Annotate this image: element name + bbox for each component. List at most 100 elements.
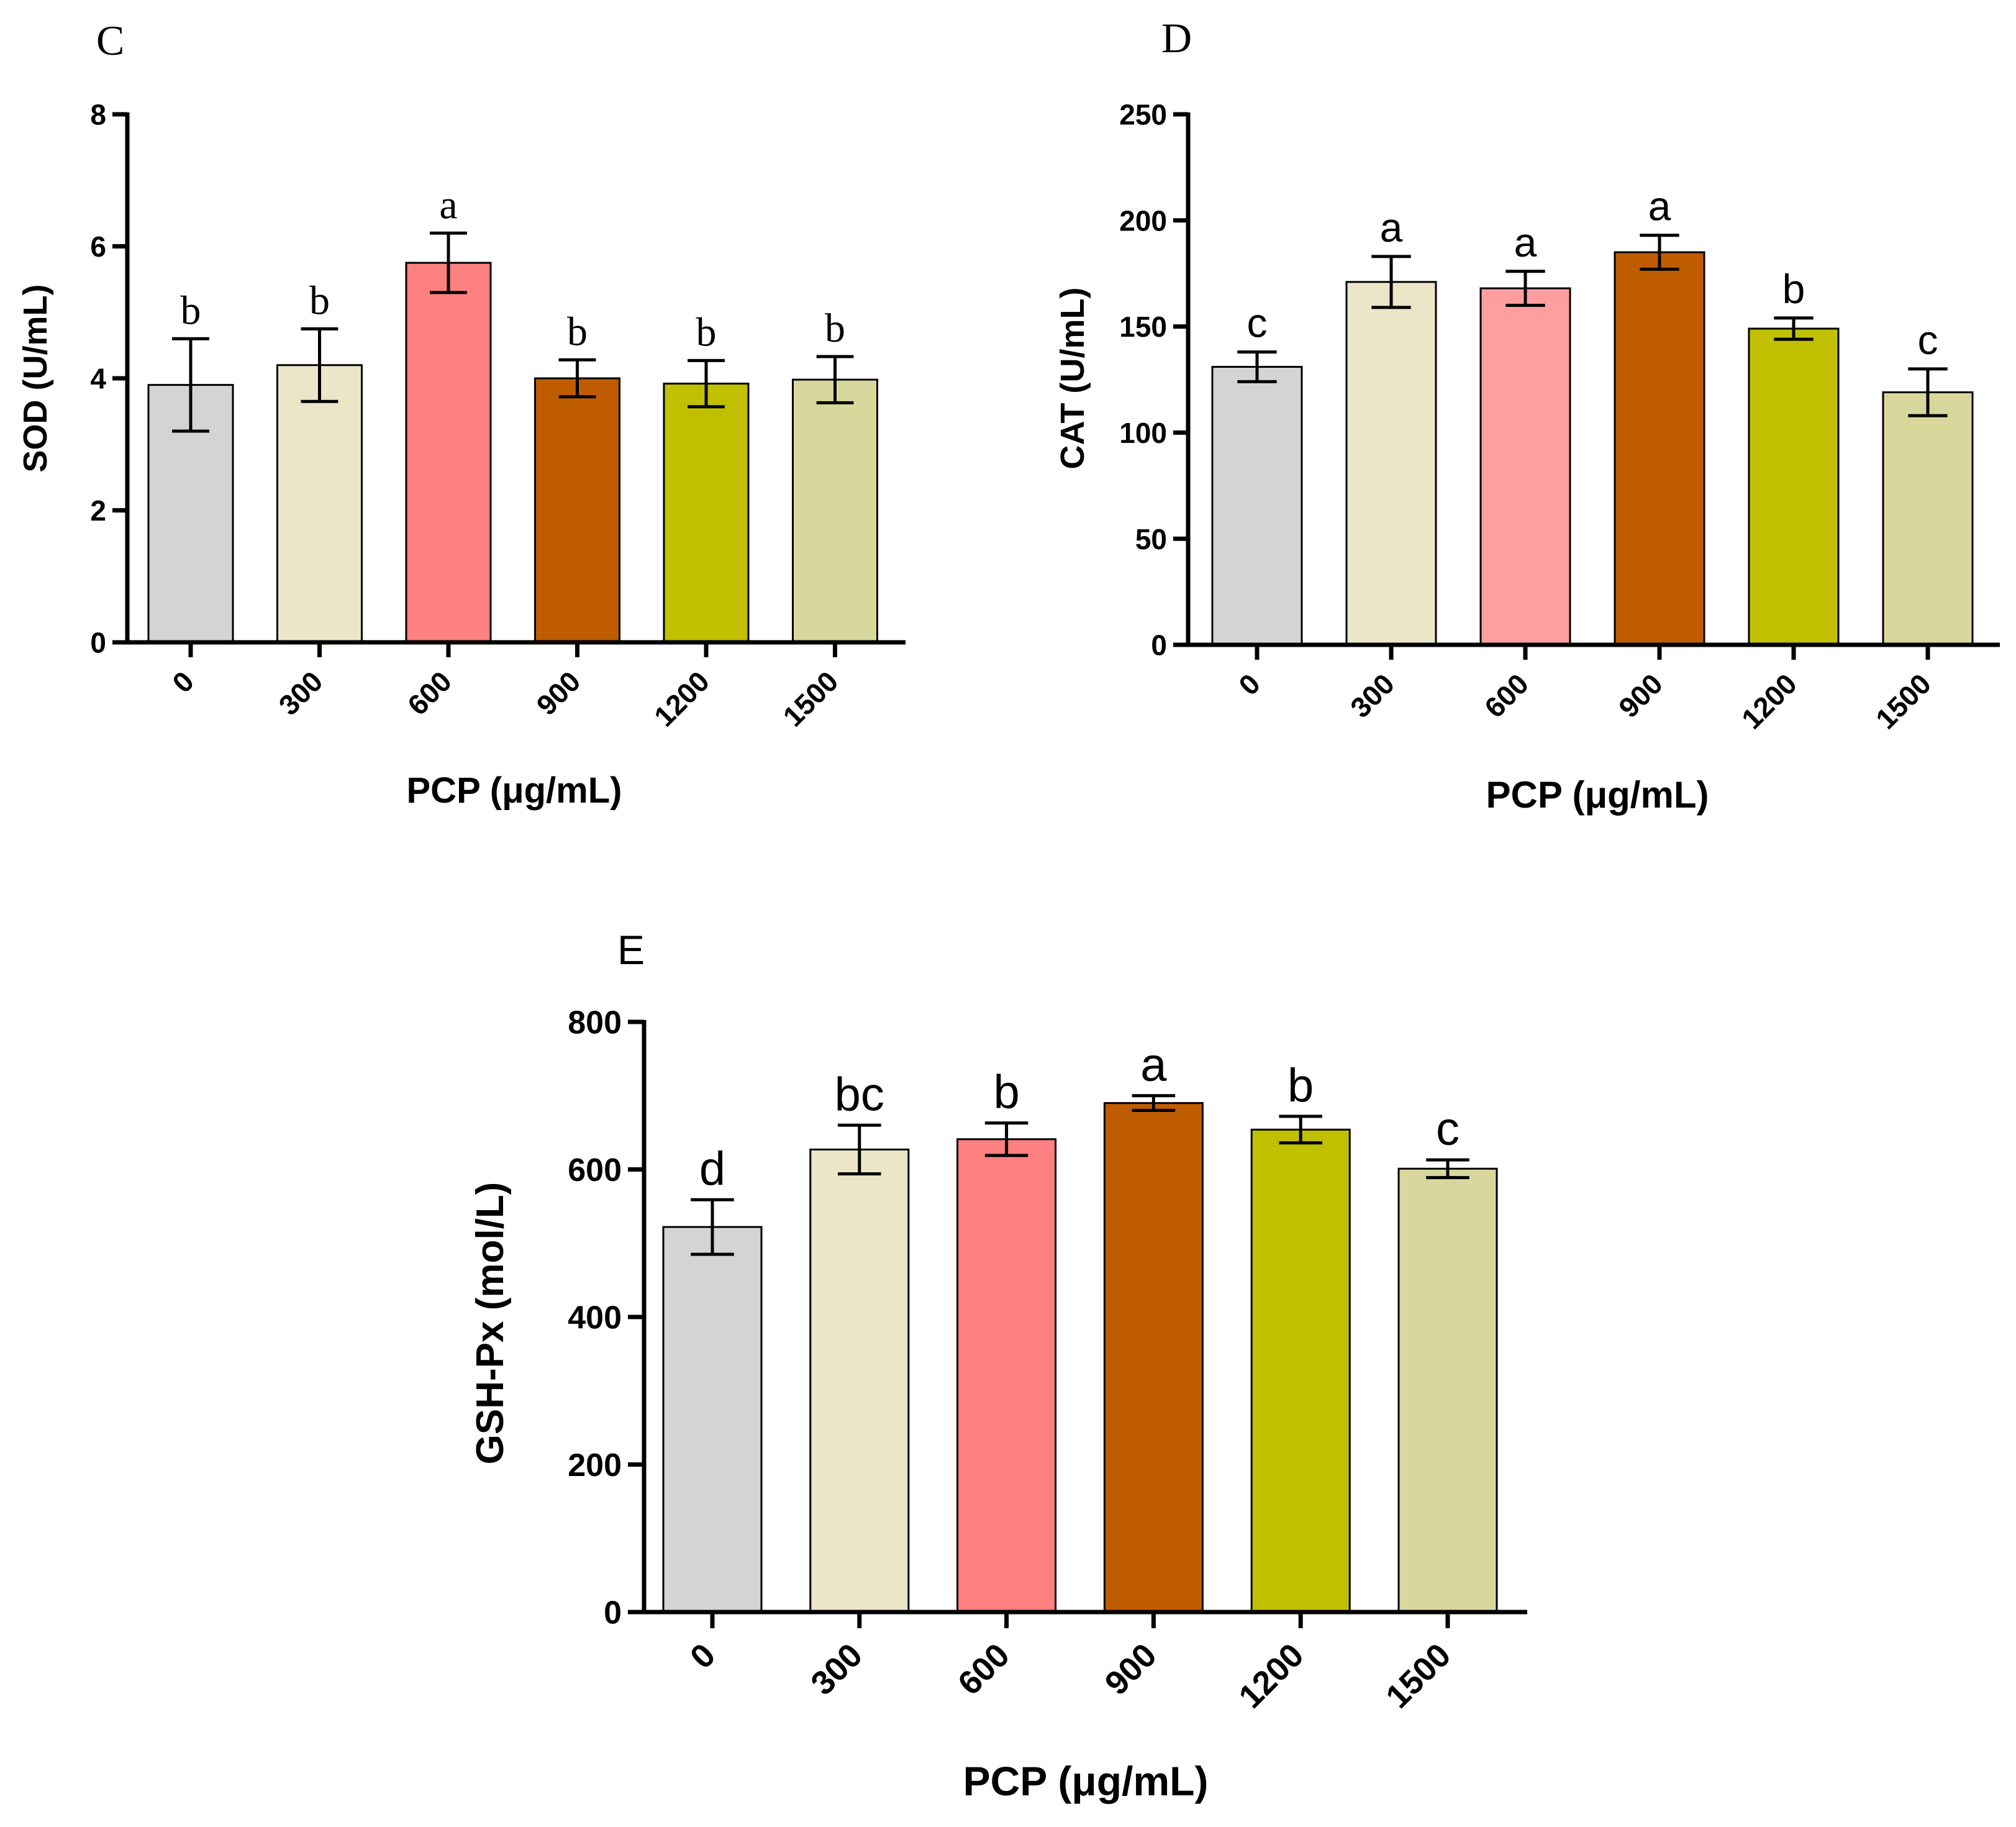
error-bar-600 — [430, 231, 467, 294]
bar-1200 — [1250, 1128, 1351, 1613]
y-tick-label: 2 — [90, 494, 106, 527]
y-tick-label: 6 — [90, 230, 106, 263]
bar-1200 — [1748, 327, 1840, 646]
chart-panel-C: Cb b a b b b 0 2 4 6 8 0 300 600 900 1200 1500 SOD (U/mL)… — [17, 17, 906, 811]
error-bar-900 — [1640, 234, 1679, 271]
y-tick-label: 200 — [568, 1447, 622, 1483]
x-tick-label-1200: 1200 — [1735, 667, 1803, 735]
y-tick-label: 4 — [90, 363, 106, 395]
significance-label-0: b — [181, 288, 201, 333]
x-axis-title: PCP (μg/mL) — [963, 1758, 1209, 1804]
significance-label-1500: c — [1436, 1103, 1460, 1155]
error-bar-0 — [172, 337, 209, 433]
significance-label-300: a — [1380, 204, 1403, 250]
bar-1200 — [663, 383, 750, 644]
x-tick-label-900: 900 — [530, 665, 587, 721]
significance-label-1500: c — [1918, 317, 1938, 363]
error-bar-1200 — [688, 358, 725, 409]
x-tick-label-1500: 1500 — [1869, 667, 1937, 735]
error-bar-1500 — [1908, 367, 1948, 417]
panel-label: D — [1161, 14, 1192, 62]
x-tick-label-1200: 1200 — [648, 665, 715, 732]
x-axis-title: PCP (μg/mL) — [1486, 774, 1709, 816]
x-axis-title: PCP (μg/mL) — [407, 770, 622, 811]
y-tick-label: 0 — [90, 627, 106, 659]
error-bar-900 — [1132, 1094, 1176, 1112]
y-tick-label: 800 — [568, 1005, 622, 1041]
panel-label: E — [617, 927, 645, 973]
x-tick-label-0: 0 — [1232, 667, 1266, 701]
error-bar-300 — [1371, 255, 1411, 309]
significance-label-900: a — [1140, 1039, 1167, 1091]
significance-label-900: b — [567, 309, 588, 354]
x-tick-label-300: 300 — [804, 1636, 870, 1702]
error-bar-1500 — [1426, 1158, 1469, 1180]
bar-600 — [405, 262, 492, 644]
y-axis-title: CAT (U/mL) — [1054, 288, 1091, 470]
panel-label: C — [96, 17, 124, 64]
error-bar-300 — [301, 327, 338, 403]
bar-0 — [662, 1226, 763, 1613]
x-tick-label-600: 600 — [1478, 667, 1535, 724]
y-tick-label: 400 — [568, 1300, 622, 1336]
y-tick-label: 50 — [1135, 523, 1167, 555]
error-bar-1500 — [816, 355, 854, 404]
x-tick-label-0: 0 — [683, 1636, 723, 1676]
error-bar-1200 — [1279, 1114, 1322, 1145]
bar-600 — [956, 1138, 1057, 1613]
significance-label-1200: b — [1287, 1059, 1314, 1112]
x-tick-label-900: 900 — [1098, 1636, 1164, 1702]
y-tick-label: 8 — [90, 99, 106, 131]
bar-300 — [276, 364, 363, 644]
x-tick-label-900: 900 — [1612, 667, 1669, 724]
x-tick-label-600: 600 — [951, 1636, 1017, 1702]
y-tick-label: 0 — [1151, 629, 1167, 662]
bar-1500 — [1882, 391, 1974, 646]
error-bar-1200 — [1774, 316, 1814, 341]
chart-panel-D: Dc a a a b c 0 50 100 150 200 250 0 300 600 900 1200 1500… — [1054, 14, 2000, 816]
error-bar-0 — [691, 1198, 734, 1256]
bar-900 — [1614, 251, 1705, 646]
bar-300 — [809, 1148, 910, 1613]
x-tick-label-1200: 1200 — [1232, 1636, 1310, 1715]
significance-label-300: b — [309, 278, 330, 323]
y-axis-title: SOD (U/mL) — [17, 285, 54, 473]
x-tick-label-300: 300 — [1344, 667, 1401, 724]
bar-1500 — [792, 378, 878, 644]
error-bar-600 — [984, 1121, 1028, 1157]
significance-label-900: a — [1648, 183, 1671, 229]
x-tick-label-1500: 1500 — [776, 665, 844, 732]
y-axis-title: GSH-Px (mol/L) — [469, 1182, 512, 1465]
x-tick-label-0: 0 — [166, 665, 200, 699]
y-tick-label: 600 — [568, 1152, 622, 1188]
bar-600 — [1479, 287, 1571, 646]
bar-300 — [1345, 281, 1437, 646]
significance-label-600: a — [439, 182, 457, 227]
y-tick-label: 0 — [604, 1595, 622, 1631]
x-tick-label-300: 300 — [273, 665, 329, 721]
y-tick-label: 100 — [1119, 417, 1167, 449]
significance-label-1200: b — [696, 309, 717, 355]
bar-1500 — [1397, 1167, 1498, 1613]
error-bar-300 — [838, 1123, 881, 1176]
significance-label-1200: b — [1782, 266, 1805, 312]
x-tick-label-1500: 1500 — [1379, 1636, 1458, 1715]
y-tick-label: 200 — [1119, 204, 1167, 237]
significance-label-0: d — [699, 1142, 725, 1195]
significance-label-600: a — [1514, 219, 1537, 265]
x-tick-label-600: 600 — [401, 665, 458, 721]
bar-0 — [1211, 366, 1303, 646]
bar-900 — [1103, 1102, 1204, 1613]
error-bar-600 — [1505, 270, 1545, 307]
significance-label-0: c — [1247, 300, 1268, 346]
significance-label-1500: b — [825, 306, 845, 351]
error-bar-900 — [558, 358, 596, 399]
significance-label-600: b — [993, 1066, 1019, 1119]
error-bar-0 — [1237, 350, 1277, 383]
bar-900 — [534, 377, 620, 644]
significance-label-300: bc — [835, 1068, 884, 1121]
y-tick-label: 250 — [1119, 99, 1167, 131]
y-tick-label: 150 — [1119, 311, 1167, 343]
